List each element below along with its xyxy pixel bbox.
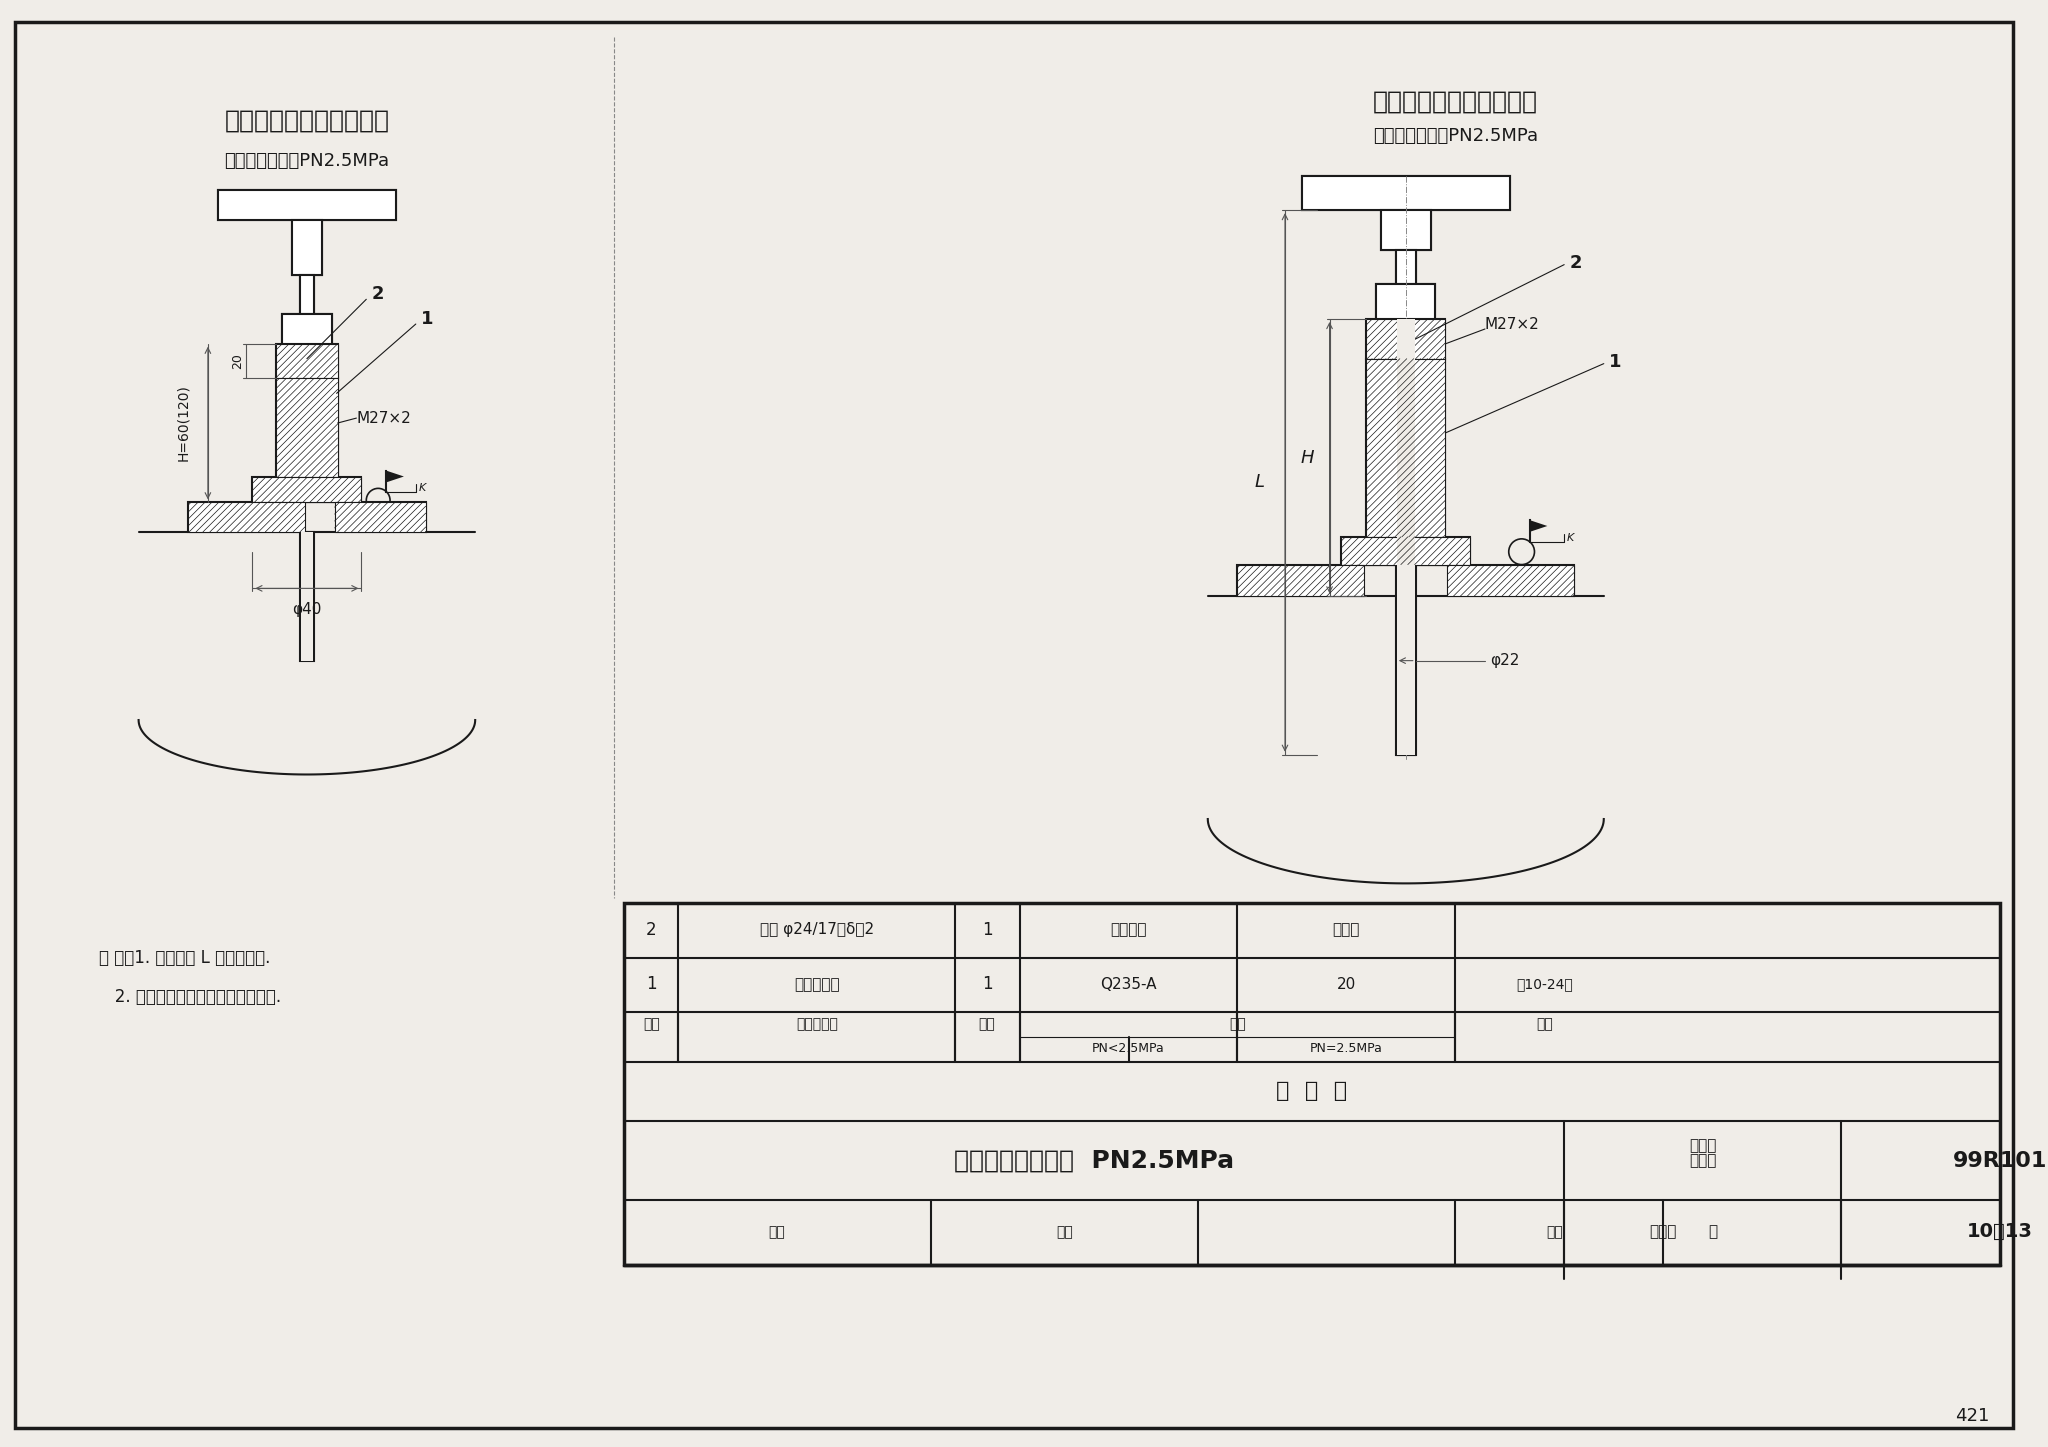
Bar	[1366, 359, 1446, 537]
Text: M27×2: M27×2	[356, 411, 412, 425]
Bar	[1380, 210, 1432, 250]
Bar	[217, 191, 395, 220]
Text: Q235-A: Q235-A	[1100, 977, 1157, 991]
Bar	[334, 502, 426, 532]
Text: 10－13: 10－13	[1966, 1223, 2034, 1242]
Text: PN=2.5MPa: PN=2.5MPa	[1311, 1042, 1382, 1055]
Text: 氟塑料: 氟塑料	[1333, 922, 1360, 938]
Text: 审核: 审核	[768, 1224, 786, 1239]
Bar	[1397, 250, 1415, 285]
Bar	[1366, 320, 1446, 359]
Bar	[299, 314, 313, 344]
Text: 1: 1	[1610, 353, 1622, 370]
Bar	[1366, 359, 1446, 537]
Bar	[1397, 250, 1415, 285]
Bar	[1366, 320, 1446, 359]
Bar	[301, 532, 313, 661]
Text: 数量: 数量	[979, 1017, 995, 1030]
Bar	[1237, 564, 1364, 596]
Bar	[1397, 596, 1415, 755]
Text: 直形连接头: 直形连接头	[795, 977, 840, 991]
Text: 石棉橡胶: 石棉橡胶	[1110, 922, 1147, 938]
Bar	[293, 220, 322, 275]
Bar	[283, 314, 332, 344]
Text: （外螺纹接头）PN2.5MPa: （外螺纹接头）PN2.5MPa	[225, 152, 389, 169]
Text: 朱字光: 朱字光	[1649, 1224, 1677, 1240]
Bar	[1397, 285, 1415, 320]
Text: 99R101: 99R101	[1952, 1150, 2046, 1171]
Text: φ40: φ40	[293, 602, 322, 616]
Text: 径向式双金属温度计安装: 径向式双金属温度计安装	[225, 109, 389, 133]
Text: 2: 2	[371, 285, 383, 304]
Text: 1: 1	[645, 975, 657, 993]
Text: 名称及规格: 名称及规格	[797, 1017, 838, 1030]
Bar	[276, 344, 338, 379]
Text: 1: 1	[981, 920, 993, 939]
Bar	[299, 532, 313, 661]
Text: PN<2.5MPa: PN<2.5MPa	[1092, 1042, 1165, 1055]
Bar	[1237, 564, 1575, 596]
Bar	[1397, 320, 1415, 596]
Text: （外螺纹接头）PN2.5MPa: （外螺纹接头）PN2.5MPa	[1372, 127, 1538, 145]
Bar	[293, 220, 322, 275]
Bar	[625, 903, 1999, 1265]
Bar	[283, 314, 332, 344]
Text: 轴向式双金属温度计安装: 轴向式双金属温度计安装	[1372, 90, 1538, 113]
Text: 图集号: 图集号	[1690, 1153, 1716, 1168]
Bar	[276, 344, 338, 379]
Bar	[188, 502, 305, 532]
Text: 1: 1	[981, 975, 993, 993]
Bar	[299, 275, 313, 314]
Bar	[1303, 175, 1509, 210]
Text: 见10-24页: 见10-24页	[1516, 977, 1573, 991]
Text: 421: 421	[1956, 1406, 1991, 1425]
Bar	[1303, 175, 1509, 210]
Bar	[252, 478, 360, 502]
Bar	[1341, 537, 1470, 564]
Bar	[1397, 320, 1415, 596]
Bar	[1397, 596, 1415, 755]
Text: 2: 2	[645, 920, 657, 939]
Bar	[1341, 537, 1470, 564]
Text: M27×2: M27×2	[1485, 317, 1540, 331]
Bar	[276, 379, 338, 478]
Text: 备注: 备注	[1536, 1017, 1552, 1030]
Text: H=60(120): H=60(120)	[176, 385, 190, 462]
Text: φ22: φ22	[1491, 653, 1520, 669]
Bar	[217, 191, 395, 220]
Bar	[1376, 285, 1436, 320]
Bar	[299, 275, 313, 314]
Text: 2: 2	[1569, 253, 1581, 272]
Text: 校对: 校对	[1057, 1224, 1073, 1239]
Polygon shape	[387, 470, 403, 482]
Bar	[1448, 564, 1575, 596]
Text: 明  细  表: 明 细 表	[1276, 1081, 1348, 1101]
Text: 双金属温度计安装  PN2.5MPa: 双金属温度计安装 PN2.5MPa	[954, 1149, 1235, 1172]
Text: L: L	[1253, 473, 1264, 492]
Polygon shape	[1530, 519, 1548, 532]
Text: 材质: 材质	[1229, 1017, 1245, 1030]
Bar	[252, 478, 360, 502]
Bar	[188, 502, 426, 532]
Text: 件号: 件号	[643, 1017, 659, 1030]
Text: 20: 20	[1337, 977, 1356, 991]
Text: 设计: 设计	[1546, 1224, 1563, 1239]
Text: 图集号: 图集号	[1690, 1139, 1716, 1153]
Bar	[1380, 210, 1432, 250]
Text: 垫片 φ24/17，δ＝2: 垫片 φ24/17，δ＝2	[760, 922, 874, 938]
Text: 附 注：1. 插入深度 L 由设计确定.: 附 注：1. 插入深度 L 由设计确定.	[98, 949, 270, 967]
Text: 2. 括号内数字用于带有保温层管道.: 2. 括号内数字用于带有保温层管道.	[98, 988, 281, 1006]
Bar	[1376, 285, 1436, 320]
Text: H: H	[1300, 449, 1313, 467]
Text: 页: 页	[1708, 1224, 1716, 1240]
Text: 20: 20	[231, 353, 244, 369]
Text: 1: 1	[420, 310, 434, 328]
Text: K: K	[1567, 532, 1575, 543]
Text: K: K	[418, 483, 426, 493]
Bar	[276, 379, 338, 478]
